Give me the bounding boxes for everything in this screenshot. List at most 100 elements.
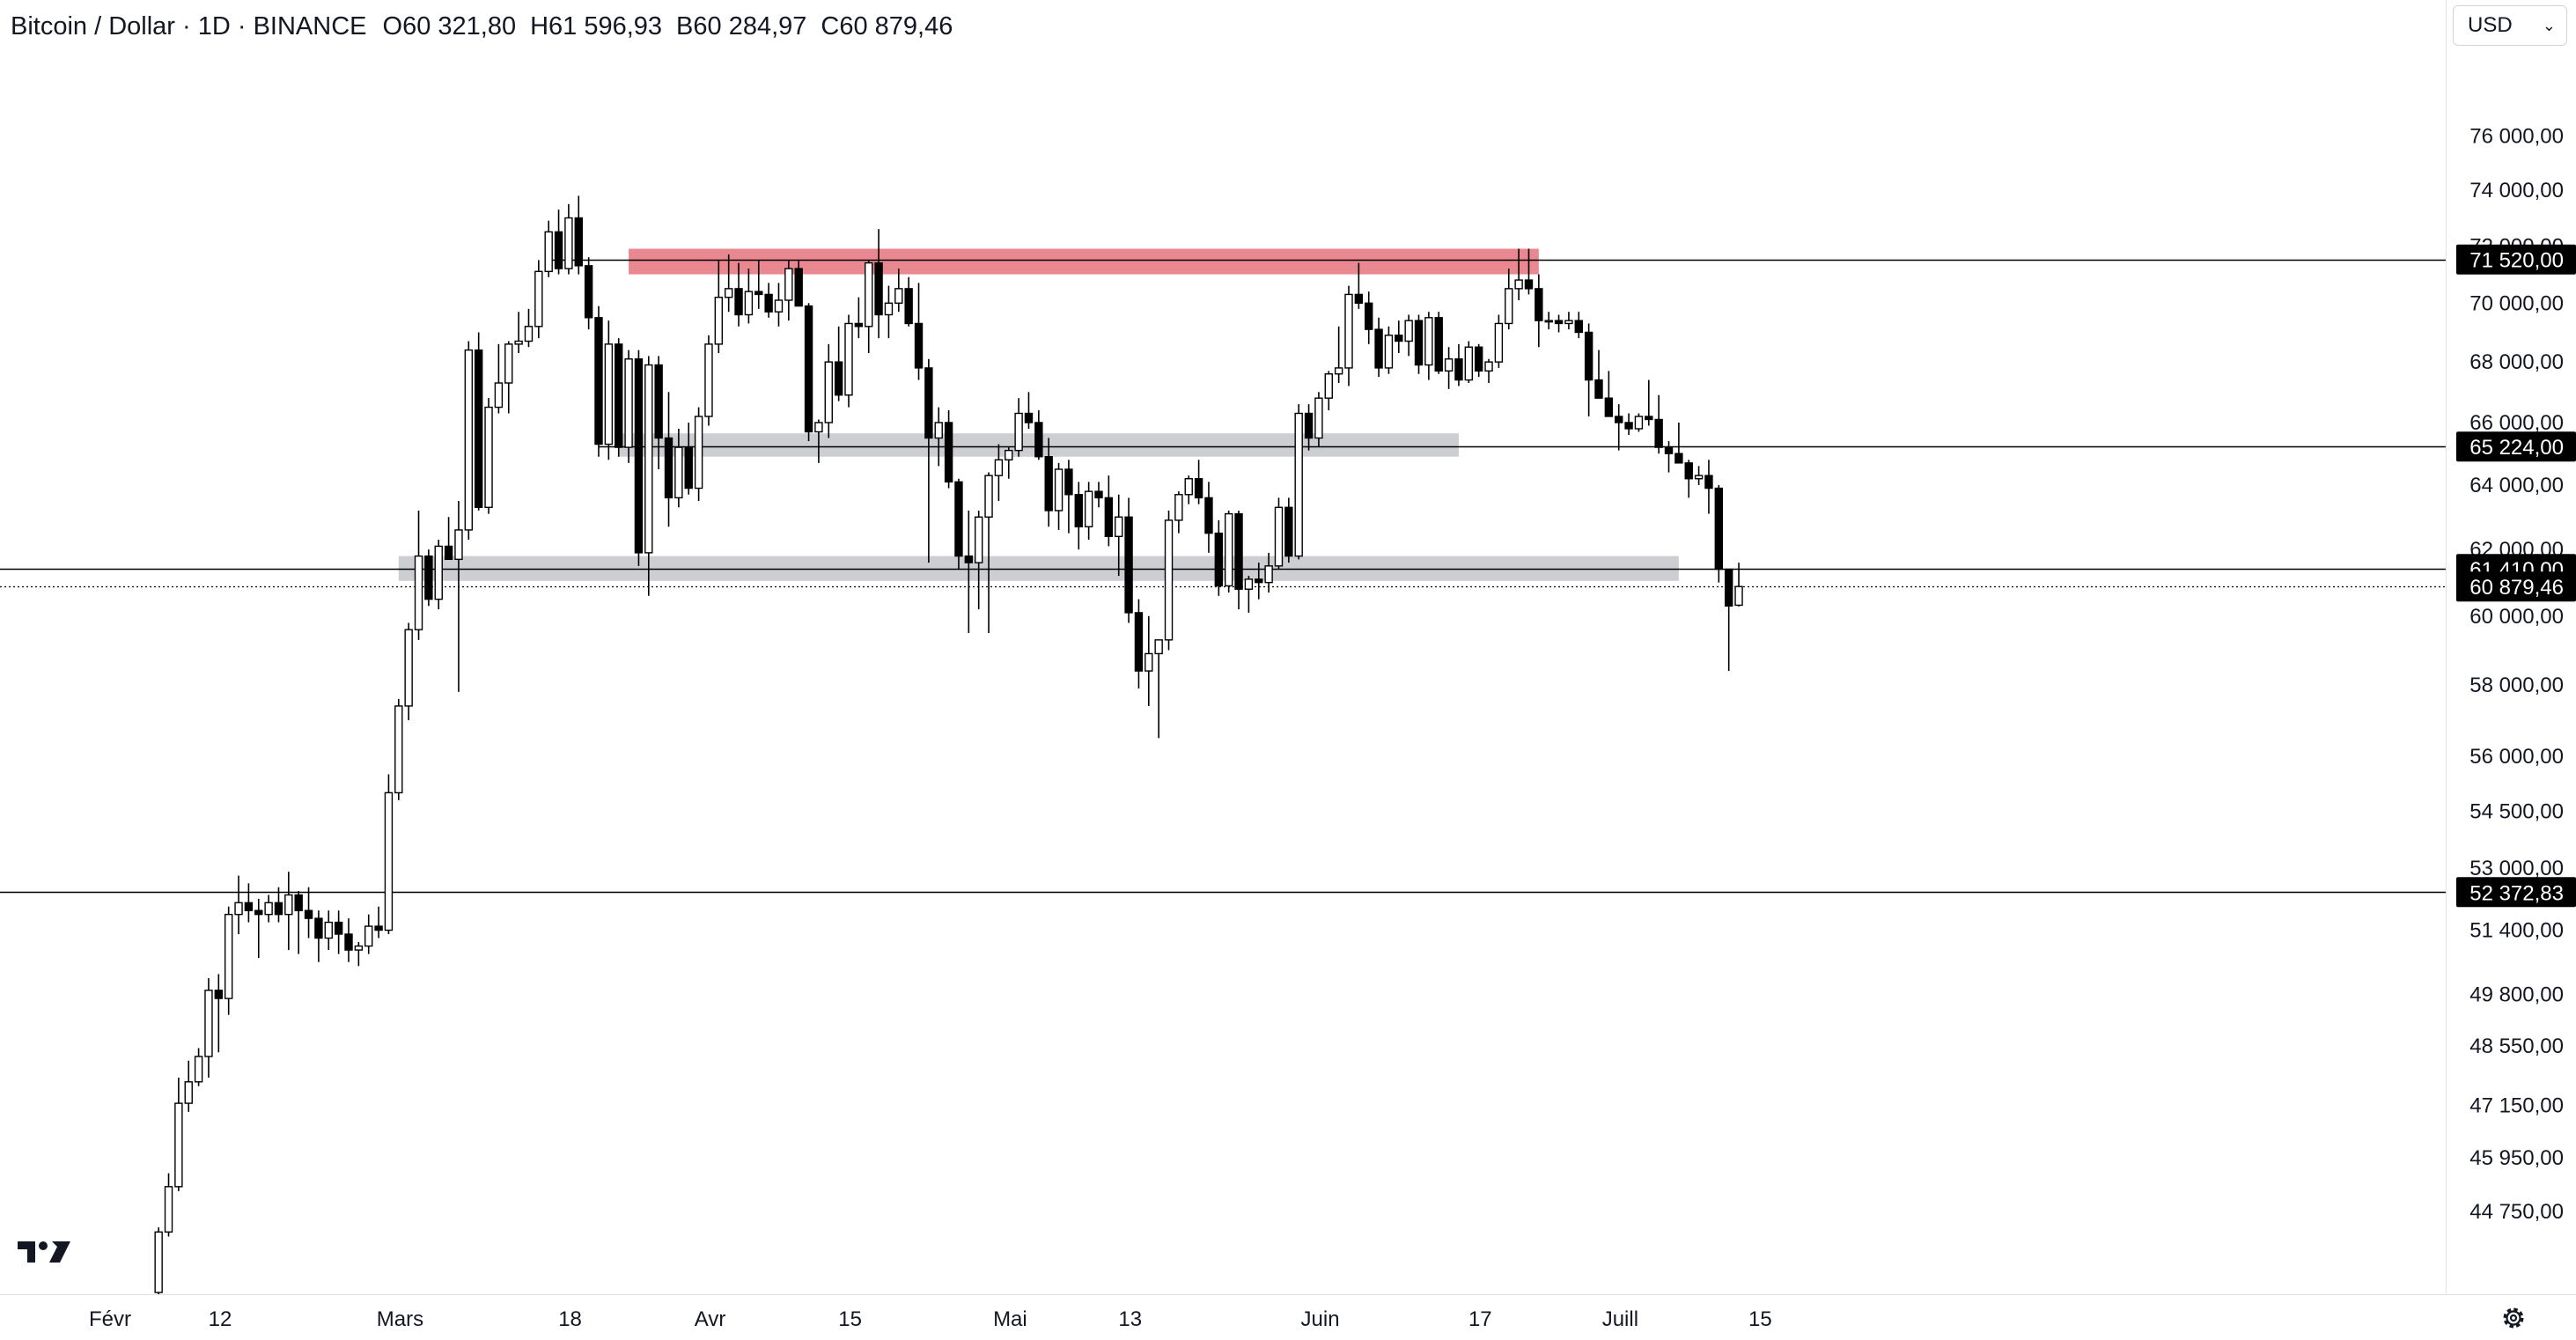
candle-body xyxy=(514,340,523,345)
candle-body xyxy=(1424,317,1433,366)
candle-body xyxy=(194,1056,203,1083)
candle-body xyxy=(994,459,1004,476)
candle xyxy=(1154,639,1163,739)
candle xyxy=(1034,410,1043,460)
candle-body xyxy=(1194,478,1203,499)
candle xyxy=(934,407,943,467)
candle-body xyxy=(574,217,583,267)
candle-body xyxy=(544,231,553,273)
candle xyxy=(615,338,623,457)
price-axis-background xyxy=(2446,0,2576,1340)
candle-body xyxy=(1174,494,1183,521)
candle xyxy=(914,283,924,380)
candle-body xyxy=(364,925,373,947)
candle-body xyxy=(1034,422,1043,458)
candle-body xyxy=(1584,331,1593,381)
candle-body xyxy=(1484,361,1493,372)
candle xyxy=(174,1077,183,1191)
candle-body xyxy=(1645,416,1653,421)
candle xyxy=(814,419,823,463)
price-label: 60 879,46 xyxy=(2469,576,2564,600)
candle-body xyxy=(694,416,703,490)
candle-body xyxy=(1634,416,1644,430)
candle-body xyxy=(1074,494,1083,527)
candle xyxy=(784,260,793,321)
candle xyxy=(1684,460,1693,498)
candle-body xyxy=(234,902,243,916)
candle-body xyxy=(1544,320,1553,323)
candle xyxy=(404,622,413,721)
candle-body xyxy=(254,909,263,916)
candle-body xyxy=(1104,497,1114,538)
candle-body xyxy=(564,217,573,269)
candle-body xyxy=(1434,317,1443,372)
candle xyxy=(674,428,683,508)
candle xyxy=(714,260,724,353)
candle-body xyxy=(674,446,683,499)
candle xyxy=(1624,413,1633,435)
candle xyxy=(244,883,254,923)
candle xyxy=(1204,482,1213,553)
candle-body xyxy=(1224,512,1233,587)
candle-body xyxy=(534,270,543,328)
candle xyxy=(844,314,853,408)
candle-body xyxy=(334,921,343,935)
symbol-title[interactable]: Bitcoin / Dollar · 1D · BINANCE xyxy=(11,11,367,40)
candle-body xyxy=(1154,639,1163,655)
candle xyxy=(1164,510,1174,651)
candle xyxy=(1384,326,1394,374)
candle-body xyxy=(1365,302,1373,330)
chevron-down-icon: ⌄ xyxy=(2542,16,2556,34)
candle xyxy=(984,472,993,634)
candle xyxy=(824,343,833,438)
tradingview-logo-icon[interactable] xyxy=(16,1236,72,1268)
candle-body xyxy=(1514,279,1523,290)
candle xyxy=(1434,312,1443,374)
candle-body xyxy=(794,268,803,307)
candle xyxy=(1404,314,1413,357)
candle-body xyxy=(1124,516,1133,614)
candle xyxy=(1574,312,1583,339)
candle xyxy=(894,269,903,313)
candle-body xyxy=(1204,497,1213,534)
y-tick-label: 60 000,00 xyxy=(2469,605,2564,629)
candle xyxy=(574,195,583,275)
candle-body xyxy=(1594,379,1603,399)
candle-body xyxy=(1554,320,1564,325)
candle xyxy=(1194,460,1203,504)
candle xyxy=(304,887,313,939)
candle xyxy=(1724,568,1733,672)
candle-body xyxy=(764,293,773,313)
candle-body xyxy=(1005,449,1013,460)
y-tick-label: 64 000,00 xyxy=(2469,474,2564,497)
candle xyxy=(1464,341,1474,383)
x-tick-label: 18 xyxy=(558,1307,582,1331)
candle-body xyxy=(1354,293,1364,304)
candle-body xyxy=(304,909,313,919)
candle xyxy=(1484,358,1493,383)
candle-body xyxy=(704,343,713,417)
price-label-box xyxy=(2456,877,2576,908)
y-tick-label: 51 400,00 xyxy=(2469,919,2564,943)
candle xyxy=(1414,314,1424,374)
candle xyxy=(644,356,653,596)
candle-body xyxy=(1505,288,1513,325)
zone-support-lower xyxy=(398,556,1679,581)
candle xyxy=(284,872,293,951)
candle xyxy=(1374,317,1383,378)
gear-icon[interactable] xyxy=(2499,1303,2528,1333)
candle-body xyxy=(424,555,433,600)
y-tick-label: 48 550,00 xyxy=(2469,1034,2564,1058)
candle-body xyxy=(1094,490,1103,499)
candle xyxy=(434,540,443,610)
candle-body xyxy=(584,265,593,319)
candle-body xyxy=(1404,320,1413,342)
currency-selector[interactable]: USD ⌄ xyxy=(2453,5,2567,46)
candle xyxy=(794,260,803,307)
candle xyxy=(654,356,663,469)
candle-body xyxy=(1454,358,1463,381)
candle-body xyxy=(604,343,614,445)
y-tick-label: 76 000,00 xyxy=(2469,125,2564,149)
candle xyxy=(164,1173,173,1237)
